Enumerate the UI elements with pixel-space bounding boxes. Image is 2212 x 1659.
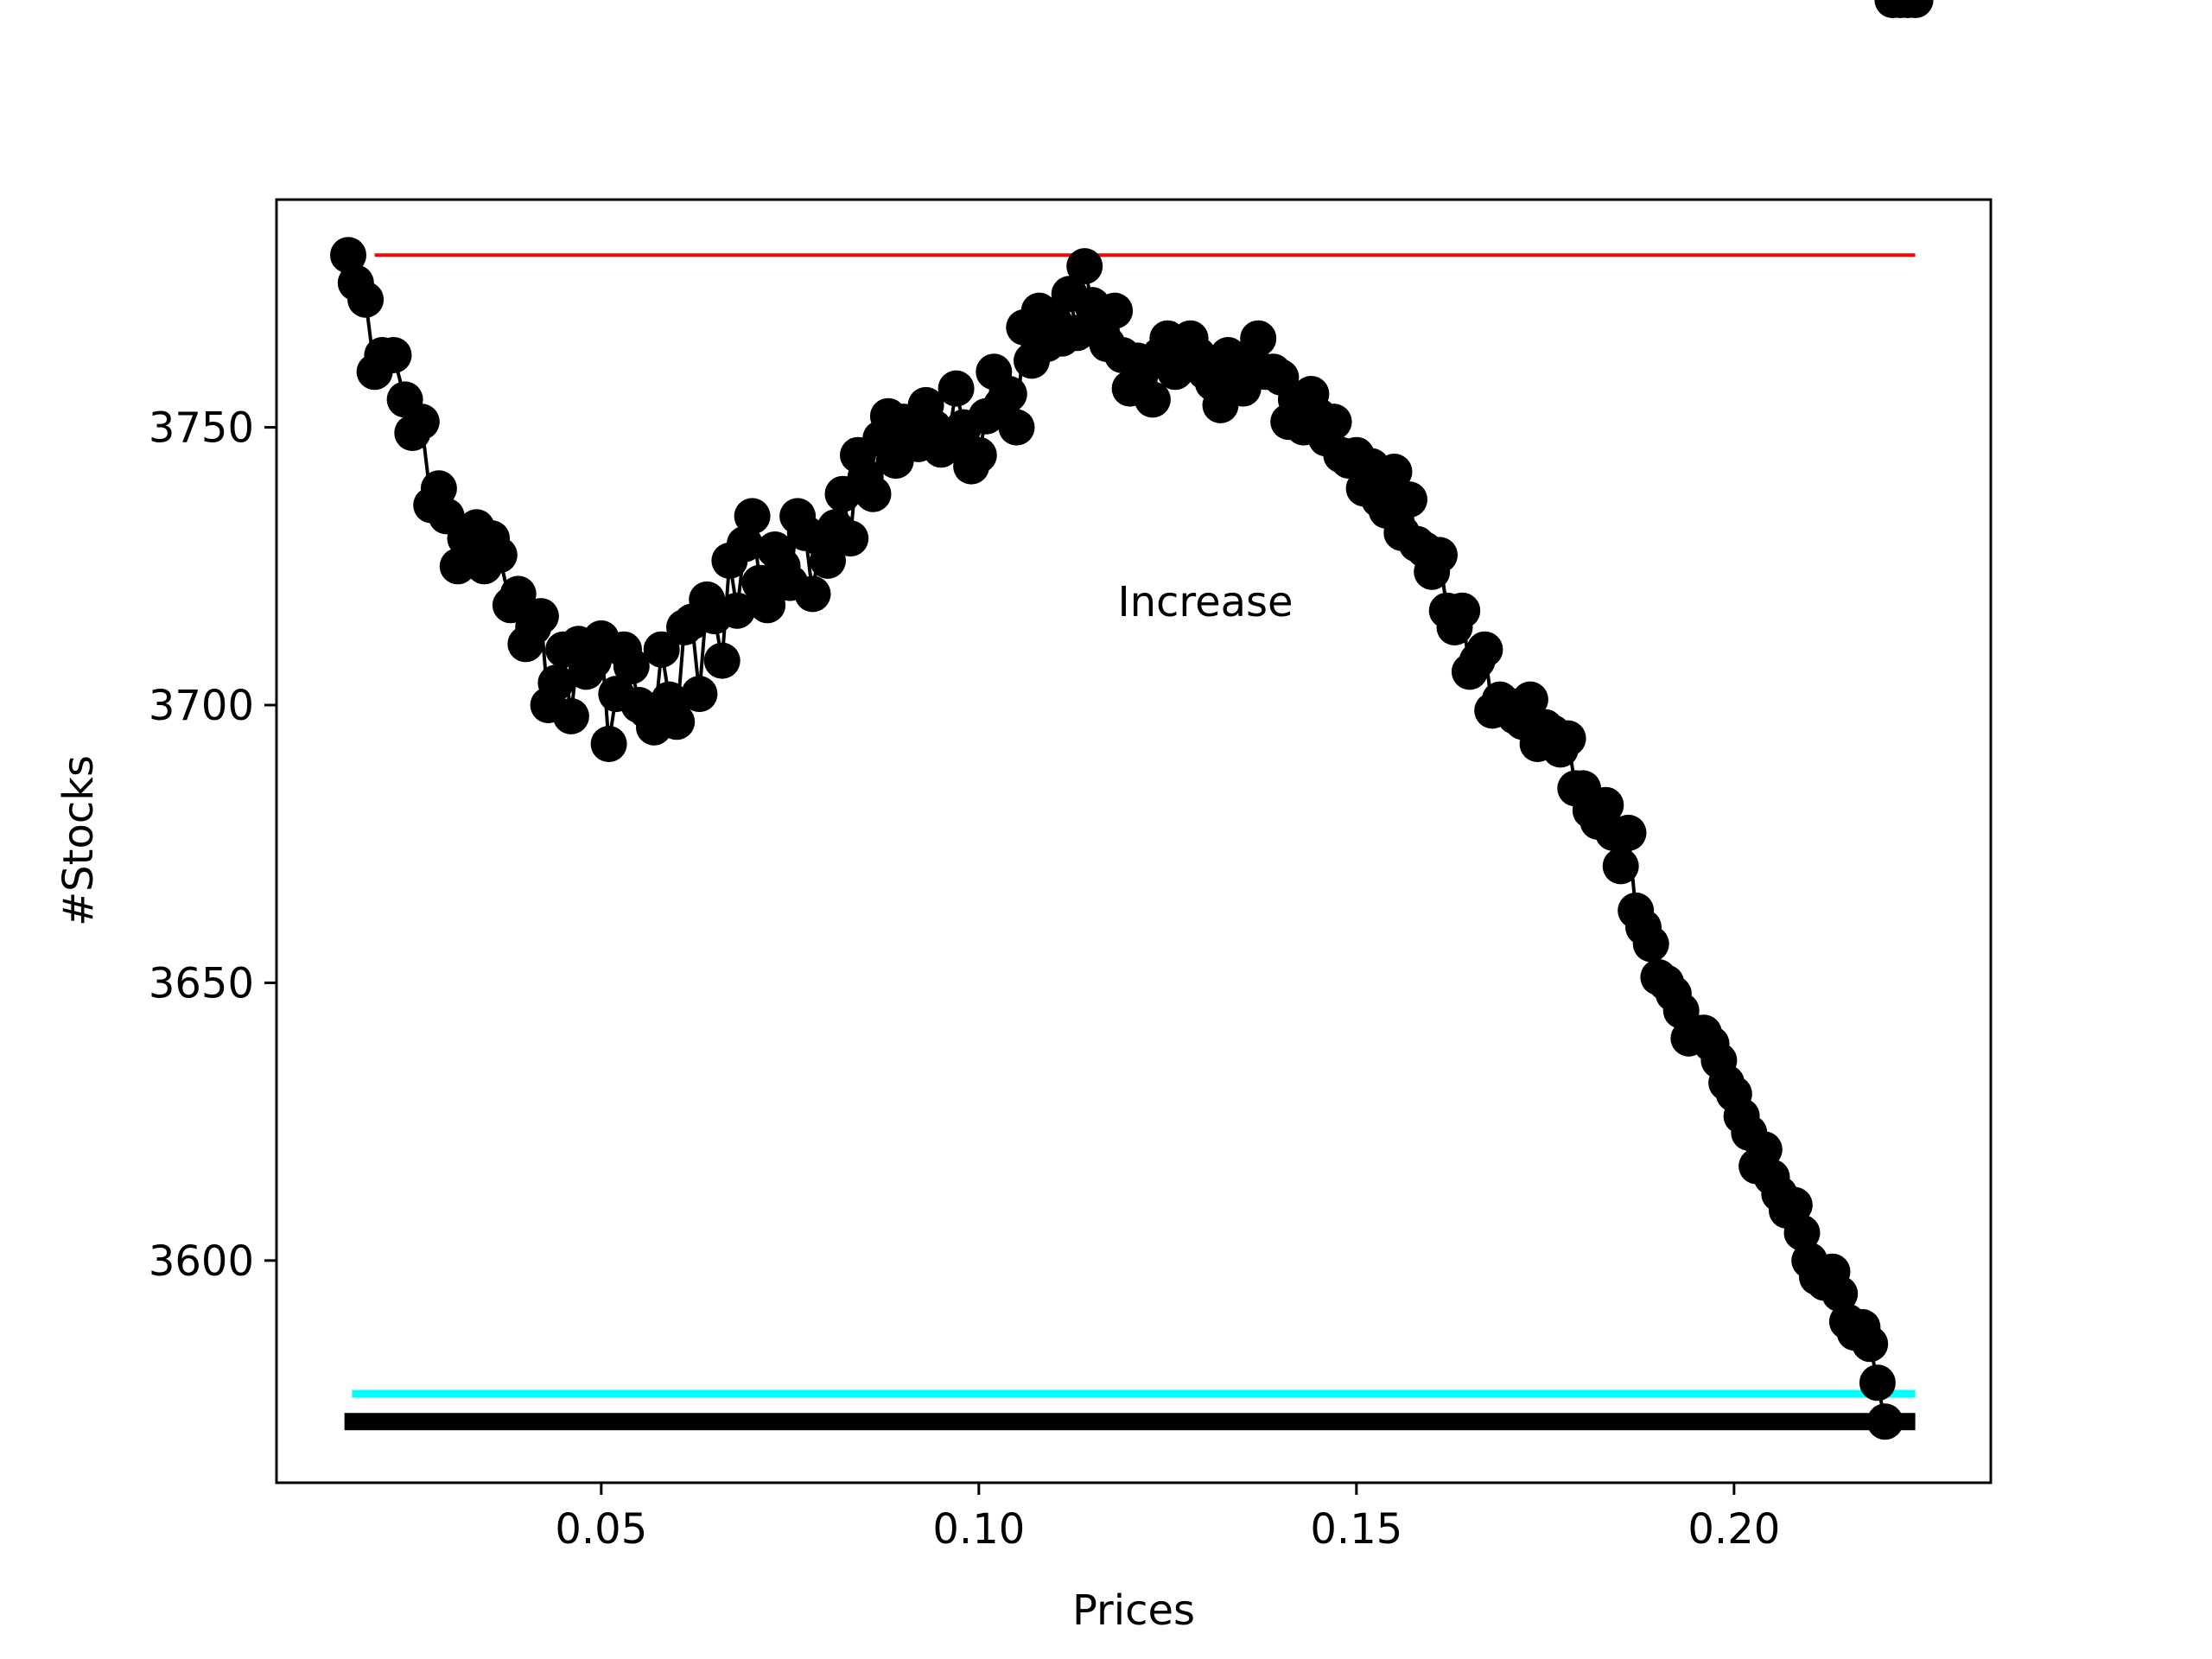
y-axis-label: #Stocks [54,755,103,926]
x-tick-label: 0.15 [1310,1505,1402,1554]
data-point [404,404,440,440]
data-point [1466,632,1503,668]
x-axis-label: Prices [1072,1586,1195,1635]
data-point [1316,404,1352,440]
data-point [1444,593,1480,629]
y-tick-label: 3600 [149,1237,254,1286]
data-point [591,726,627,762]
data-point [1421,537,1458,573]
y-tick-label: 3650 [149,959,254,1007]
data-point [1550,721,1586,757]
data-point [376,337,412,373]
y-tick-label: 3750 [149,404,254,453]
x-tick-label: 0.20 [1688,1505,1780,1554]
data-point [734,498,771,534]
data-point [347,282,384,318]
x-tick-label: 0.05 [555,1505,647,1554]
data-point [991,376,1027,412]
data-point [1603,848,1639,884]
data-point [938,371,975,407]
data-point [1066,248,1103,284]
data-point [681,676,717,712]
data-point [1391,481,1427,518]
data-point [832,520,868,556]
data-point [523,598,559,634]
data-point [481,537,518,573]
annotation-increase: Increase [1117,578,1293,626]
data-point [1611,815,1647,851]
data-point [961,437,997,474]
data-point [855,476,892,512]
data-point [553,698,589,734]
data-point [1859,1364,1896,1401]
y-tick-label: 3700 [149,682,254,730]
data-point [704,643,741,679]
x-tick-label: 0.10 [932,1505,1025,1554]
data-point [1633,925,1669,962]
data-point [999,410,1035,446]
data-point [1096,293,1133,329]
data-point [1240,321,1276,357]
data-point [1852,1325,1888,1362]
data-point [795,575,831,612]
data-point [1867,1403,1904,1440]
